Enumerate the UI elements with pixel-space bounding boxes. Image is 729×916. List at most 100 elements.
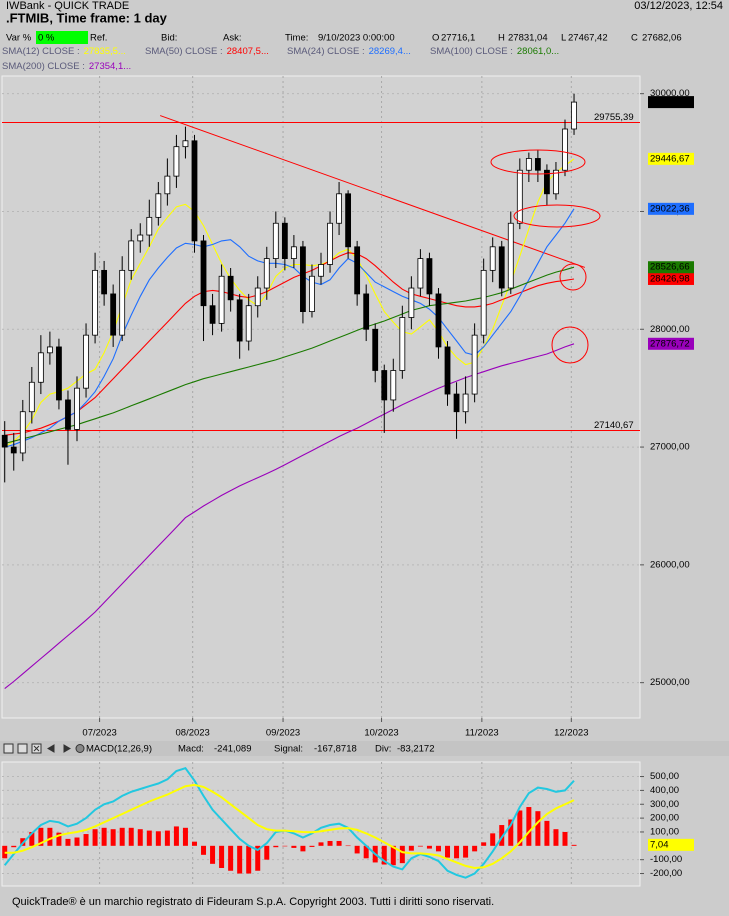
y-tick-label: 28000,00 — [650, 324, 690, 335]
annotation-circle — [559, 263, 587, 291]
histogram-bar — [399, 845, 405, 864]
histogram-bar — [219, 845, 225, 868]
histogram-bar — [246, 845, 252, 874]
candle-body — [363, 293, 370, 330]
button-settings[interactable] — [75, 744, 85, 753]
histogram-bar — [526, 807, 532, 846]
candle-body — [327, 222, 333, 265]
series-line — [4, 343, 575, 690]
histogram-bar — [137, 829, 143, 846]
legend-entry: SMA(100) CLOSE : 28061,0... — [430, 46, 559, 57]
price-tag-bg — [648, 96, 694, 109]
time-label: Time: — [285, 33, 308, 44]
candle-body — [553, 169, 559, 195]
x-tick-label: 09/2023 — [266, 728, 300, 739]
candle-body — [571, 101, 577, 130]
histogram-bar — [264, 845, 270, 860]
price-tag-bg — [648, 838, 694, 851]
histogram-bar — [544, 820, 550, 846]
macd-title: MACD(12,26,9) — [86, 744, 152, 755]
histogram-bar — [110, 829, 116, 846]
candle-body — [399, 317, 406, 371]
level-label: 29755,39 — [594, 112, 634, 123]
price-plot-bg — [1, 75, 641, 719]
readout-label: Signal: — [274, 744, 303, 755]
candle-body — [182, 140, 189, 148]
toolbar-buttons[interactable] — [3, 743, 85, 754]
legend-name: SMA(50) CLOSE : — [145, 46, 223, 57]
var-box — [36, 31, 88, 44]
button-maximize[interactable] — [17, 743, 28, 754]
app-title: IWBank - QUICK TRADE — [6, 0, 129, 12]
instrument-title: .FTMIB, Time frame: 1 day — [6, 10, 168, 25]
high-label: H — [498, 33, 505, 44]
histogram-bar — [481, 842, 487, 846]
candle-body — [290, 246, 297, 259]
candle-body — [498, 246, 505, 289]
histogram-bar — [164, 830, 170, 846]
button-right[interactable] — [63, 744, 71, 753]
histogram-bar — [83, 834, 89, 846]
y-tick-label: 300,00 — [650, 799, 679, 810]
candle-body — [128, 240, 135, 271]
candle-body — [19, 411, 26, 454]
readout-label: Macd: — [178, 744, 204, 755]
readout-value: -83,2172 — [397, 744, 435, 755]
candle-body — [146, 216, 153, 236]
histogram-bar — [426, 845, 432, 849]
price-tag: 28526,66 — [650, 262, 690, 273]
legend-entry: SMA(200) CLOSE : 27354,1... — [2, 61, 131, 72]
price-tag-bg — [648, 337, 694, 350]
var-label: Var % — [6, 33, 32, 44]
app-datetime: 03/12/2023, 12:54 — [634, 0, 723, 12]
readout-value: -167,8718 — [314, 744, 357, 755]
price-tag: 29446,67 — [650, 153, 690, 164]
histogram-bar — [210, 845, 216, 864]
button-minimize[interactable] — [3, 743, 14, 754]
price-chart: 25000,0026000,0027000,0028000,0029000,00… — [1, 76, 694, 739]
histogram-bar — [228, 845, 234, 871]
candle-body — [534, 158, 541, 171]
histogram-bar — [146, 830, 152, 846]
y-tick-label: -100,00 — [650, 854, 682, 865]
y-tick-label: 100,00 — [650, 826, 679, 837]
histogram-bar — [92, 829, 98, 846]
candle-body — [309, 275, 315, 312]
histogram-bar — [553, 829, 559, 846]
histogram-bar — [300, 845, 306, 852]
histogram-bar — [472, 845, 478, 852]
candle-body — [336, 193, 342, 224]
legend-entry: SMA(50) CLOSE : 28407,5... — [145, 46, 269, 57]
histogram-bar — [309, 845, 315, 847]
y-tick-label: 27000,00 — [650, 442, 690, 453]
histogram-bar — [336, 840, 342, 846]
histogram-bar — [354, 845, 360, 854]
series-line — [4, 208, 575, 448]
histogram-bar — [56, 832, 62, 846]
x-tick-label: 07/2023 — [82, 728, 116, 739]
candle-body — [471, 334, 478, 395]
button-left[interactable] — [47, 744, 55, 753]
legend-value: 28269,4... — [369, 46, 411, 57]
candle-body — [354, 246, 361, 295]
price-tag-bg — [648, 152, 694, 165]
trend-line — [159, 115, 586, 268]
legend-name: SMA(24) CLOSE : — [287, 46, 365, 57]
histogram-bar — [255, 845, 261, 871]
bid-label: Bid: — [161, 33, 177, 44]
ask-label: Ask: — [223, 33, 241, 44]
ref-label: Ref. — [90, 33, 107, 44]
y-tick-label: 400,00 — [650, 785, 679, 796]
candle-body — [381, 370, 388, 401]
legend-value: 27835,5... — [84, 46, 126, 57]
candle-body — [164, 175, 171, 195]
histogram-bar — [29, 831, 35, 846]
candle-body — [462, 393, 469, 413]
candle-body — [525, 158, 532, 171]
candle-body — [390, 370, 397, 401]
y-tick-label: -200,00 — [650, 868, 682, 879]
candle-body — [83, 334, 89, 389]
histogram-bar — [237, 845, 243, 874]
candle-body — [46, 346, 53, 354]
